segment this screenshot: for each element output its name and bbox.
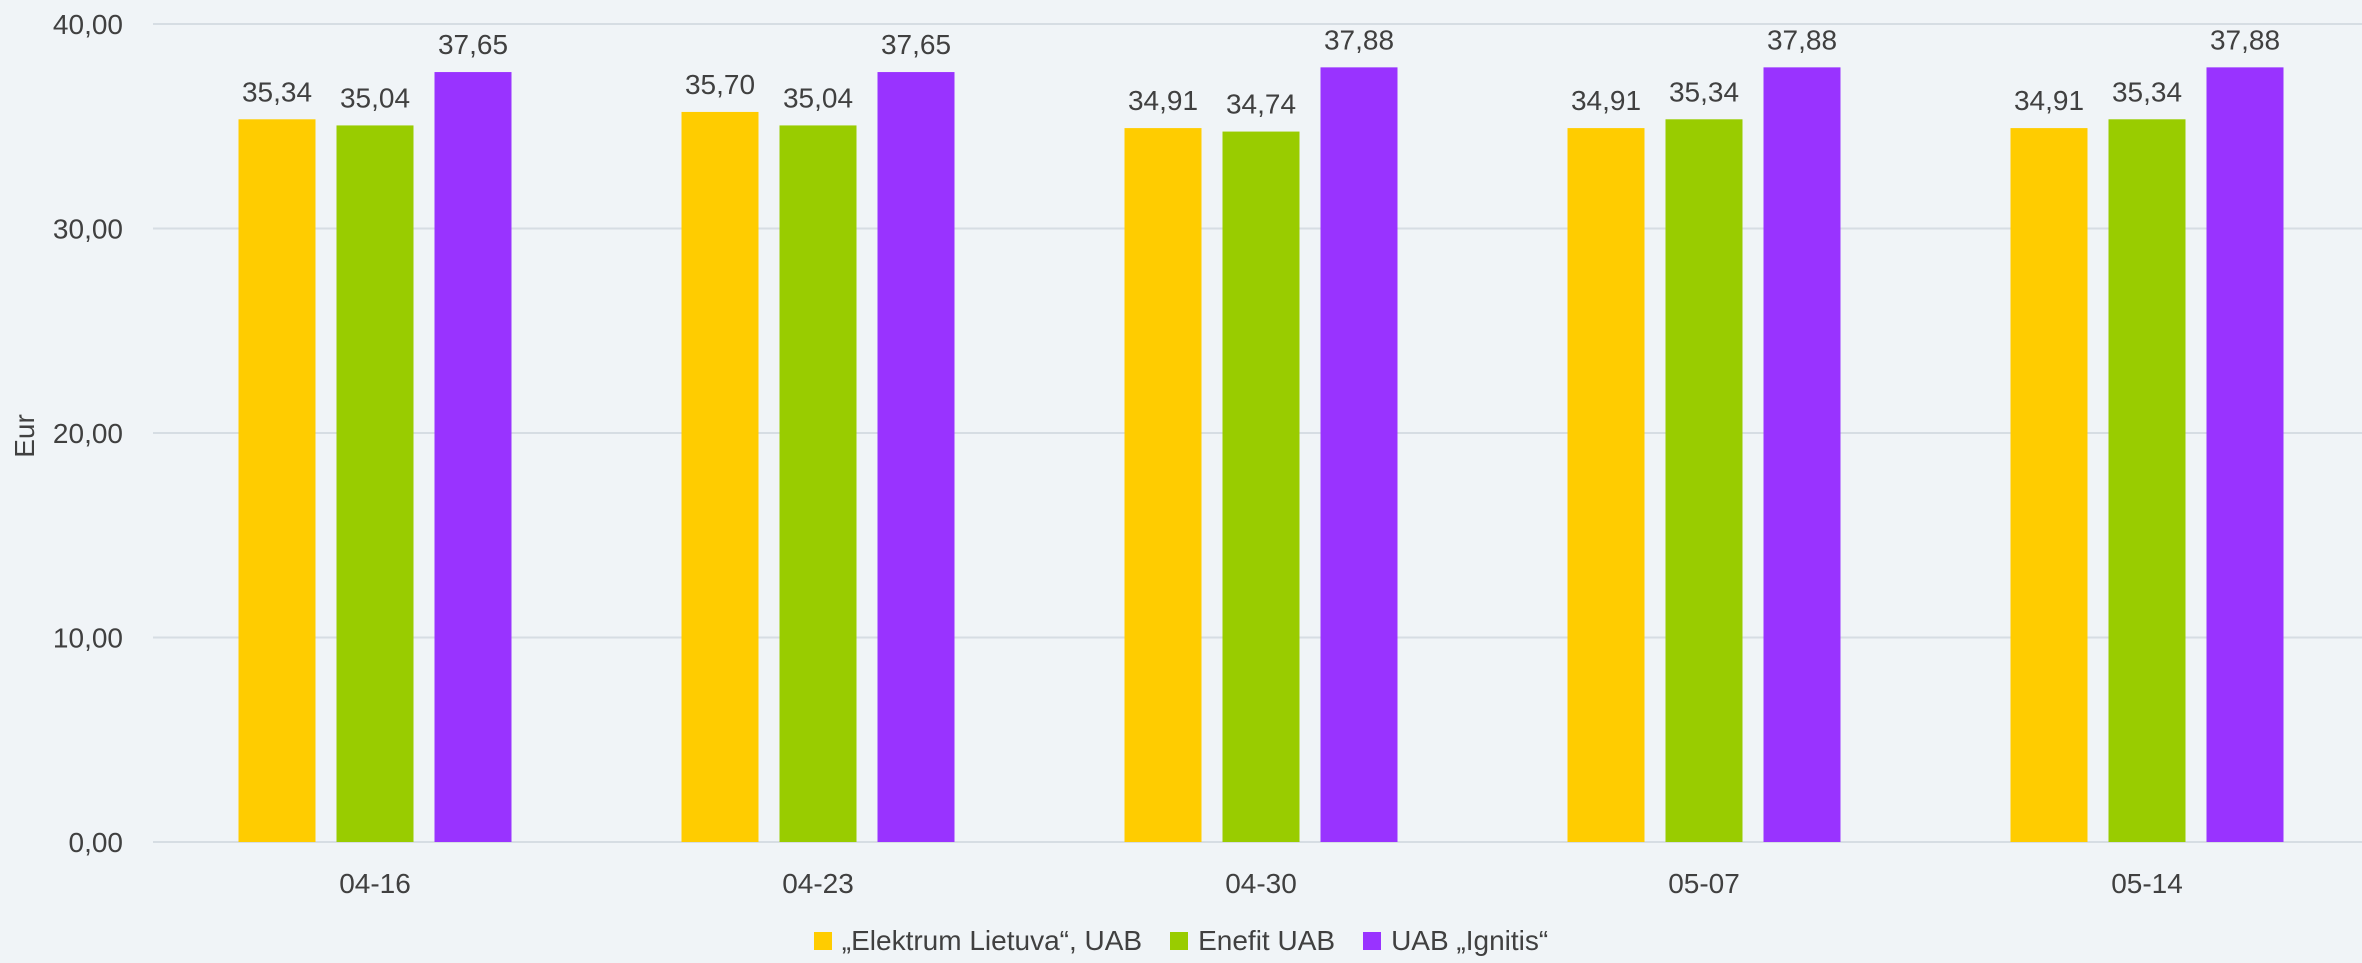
- x-axis-ticks: 04-16 04-23 04-30 05-07 05-14: [339, 868, 2183, 899]
- data-label: 35,70: [685, 69, 755, 100]
- bar: [238, 119, 316, 842]
- x-tick-label: 04-16: [339, 868, 411, 899]
- data-label: 35,04: [340, 82, 410, 113]
- legend-swatch: [1170, 932, 1189, 950]
- x-tick-label: 04-30: [1225, 868, 1297, 899]
- bar: [1320, 67, 1398, 842]
- bar: [1763, 67, 1841, 842]
- bar: [434, 72, 512, 843]
- legend-swatch: [1363, 932, 1382, 950]
- y-tick-label: 10,00: [53, 623, 123, 654]
- bar: [1665, 119, 1743, 842]
- legend: „Elektrum Lietuva“, UAB Enefit UAB UAB „Ig…: [0, 925, 2362, 957]
- data-label: 35,04: [783, 82, 853, 113]
- data-label: 34,91: [2014, 85, 2084, 116]
- y-axis-title: Eur: [9, 414, 40, 458]
- x-tick-label: 05-07: [1668, 868, 1740, 899]
- y-axis-ticks: 0,00 10,00 20,00 30,00 40,00: [53, 9, 123, 858]
- legend-label: UAB „Ignitis“: [1391, 925, 1549, 956]
- bar: [1124, 128, 1202, 842]
- bar: [681, 111, 759, 842]
- data-label: 35,34: [242, 76, 312, 107]
- data-label: 37,65: [881, 29, 951, 60]
- legend-swatch: [813, 932, 832, 950]
- data-labels: 35,34 35,04 37,65 35,70 35,04 37,65 34,91 34,74…: [242, 24, 2280, 119]
- bar: [1567, 128, 1645, 842]
- bar: [877, 72, 955, 843]
- bar: [779, 125, 857, 842]
- legend-label: Enefit UAB: [1198, 925, 1336, 956]
- data-label: 35,34: [1669, 76, 1739, 107]
- data-label: 37,88: [1767, 24, 1837, 55]
- data-label: 34,91: [1128, 85, 1198, 116]
- bar: [2010, 128, 2088, 842]
- legend-item: „Elektrum Lietuva“, UAB: [813, 925, 1143, 957]
- y-tick-label: 0,00: [69, 827, 124, 858]
- y-tick-label: 30,00: [53, 214, 123, 245]
- y-tick-label: 40,00: [53, 9, 123, 40]
- y-tick-label: 20,00: [53, 418, 123, 449]
- legend-label: „Elektrum Lietuva“, UAB: [841, 925, 1143, 956]
- data-label: 35,34: [2112, 76, 2182, 107]
- data-label: 34,91: [1571, 85, 1641, 116]
- data-label: 34,74: [1226, 89, 1296, 120]
- data-label: 37,88: [2210, 24, 2280, 55]
- x-tick-label: 04-23: [782, 868, 854, 899]
- bar: [2206, 67, 2284, 842]
- bar: [2108, 119, 2186, 842]
- bar: [336, 125, 414, 842]
- legend-item: UAB „Ignitis“: [1363, 925, 1548, 957]
- x-tick-label: 05-14: [2111, 868, 2183, 899]
- data-label: 37,88: [1324, 24, 1394, 55]
- data-label: 37,65: [438, 29, 508, 60]
- bar: [1222, 131, 1300, 842]
- legend-item: Enefit UAB: [1170, 925, 1335, 957]
- bars: [238, 67, 2284, 843]
